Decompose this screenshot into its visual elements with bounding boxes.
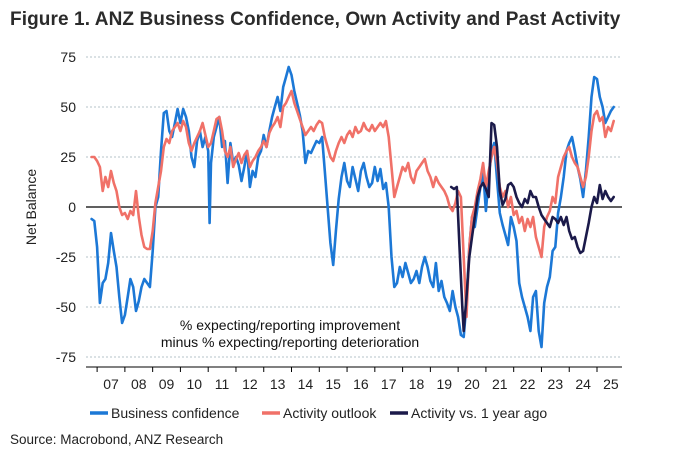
x-axis: 07 08 09 10 11 12 13 14 15 16 17 18 19 20 21 22 23 24 25 [86,366,622,392]
x-tick-label: 14 [298,376,314,392]
annotation-line-2: minus % expecting/reporting deterioratio… [161,334,419,350]
series-line-1 [90,89,615,319]
series-line-0 [90,65,615,349]
x-tick-label: 18 [409,376,425,392]
x-tick-label: 22 [520,376,536,392]
figure-title: Figure 1. ANZ Business Confidence, Own A… [10,9,621,30]
x-tick-label: 10 [187,376,203,392]
annotation-line-1: % expecting/reporting improvement [180,317,400,333]
y-axis-label: Net Balance [23,169,39,245]
x-tick-label: 08 [131,376,147,392]
legend-label: Business confidence [111,405,240,421]
x-tick-label: 15 [325,376,341,392]
y-axis-ticks: -75 -50 -25 0 25 50 75 [56,49,76,365]
x-tick-label: 07 [103,376,119,392]
x-tick-label: 16 [353,376,369,392]
legend-label: Activity vs. 1 year ago [411,405,547,421]
y-tick-label: 0 [68,199,76,215]
legend-label: Activity outlook [283,405,377,421]
x-tick-label: 19 [436,376,452,392]
series-line-2 [449,121,615,333]
y-tick-label: 50 [60,99,76,115]
x-tick-label: 12 [242,376,258,392]
x-tick-label: 25 [603,376,619,392]
legend: Business confidence Activity outlook Activ… [90,405,547,421]
x-tick-label: 21 [492,376,508,392]
y-tick-label: 25 [60,149,76,165]
y-tick-label: -75 [56,349,76,365]
y-tick-label: -25 [56,249,76,265]
x-tick-label: 13 [270,376,286,392]
x-tick-label: 17 [381,376,397,392]
y-tick-label: -50 [56,299,76,315]
x-tick-label: 09 [159,376,175,392]
x-tick-label: 23 [548,376,564,392]
y-tick-label: 75 [60,49,76,65]
x-tick-label: 11 [215,376,230,392]
x-tick-label: 24 [575,376,591,392]
gridlines [86,56,622,358]
source-note: Source: Macrobond, ANZ Research [10,432,224,447]
x-tick-label: 20 [464,376,480,392]
series-lines [90,65,615,349]
